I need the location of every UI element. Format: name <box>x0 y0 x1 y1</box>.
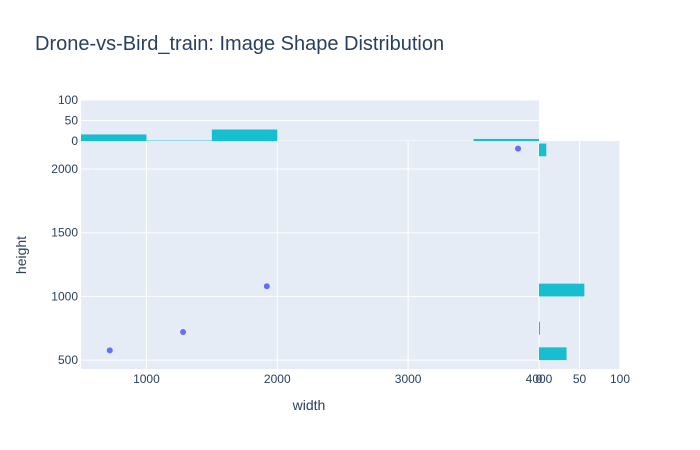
right-tick-label: 100 <box>610 372 630 386</box>
top-tick-label: 50 <box>65 114 79 128</box>
main-plot: 1000 2000 3000 4000 500 1000 1500 2000 <box>51 141 553 386</box>
y-axis-label: height <box>13 236 29 274</box>
top-histogram-bar[interactable] <box>473 138 539 141</box>
right-marginal-plot: 0 50 100 <box>536 141 630 386</box>
top-marginal-plot: 0 50 100 <box>58 93 539 148</box>
top-histogram-bar[interactable] <box>211 129 278 141</box>
scatter-point[interactable] <box>106 347 113 354</box>
chart-title: Drone-vs-Bird_train: Image Shape Distrib… <box>35 33 444 55</box>
x-tick-label: 4000 <box>526 372 553 386</box>
scatter-point[interactable] <box>263 283 270 290</box>
right-histogram-bar[interactable] <box>539 321 540 335</box>
y-tick-label: 1000 <box>51 289 78 303</box>
top-tick-label: 100 <box>58 93 78 107</box>
right-histogram-bar[interactable] <box>539 347 567 361</box>
x-tick-label: 3000 <box>395 372 422 386</box>
scatter-point[interactable] <box>180 329 187 336</box>
right-histogram-bar[interactable] <box>539 283 585 297</box>
scatter-point[interactable] <box>515 145 522 152</box>
y-tick-label: 2000 <box>51 162 78 176</box>
right-tick-label: 50 <box>573 372 587 386</box>
x-tick-label: 1000 <box>133 372 160 386</box>
x-axis-label: width <box>292 397 326 413</box>
y-tick-label: 500 <box>58 353 78 367</box>
main-plot-background <box>81 141 539 369</box>
right-histogram-bar[interactable] <box>539 143 547 157</box>
x-tick-label: 2000 <box>264 372 291 386</box>
top-tick-label: 0 <box>71 134 78 148</box>
top-histogram-bar[interactable] <box>81 134 147 141</box>
y-tick-label: 1500 <box>51 226 78 240</box>
right-tick-label: 0 <box>536 372 543 386</box>
